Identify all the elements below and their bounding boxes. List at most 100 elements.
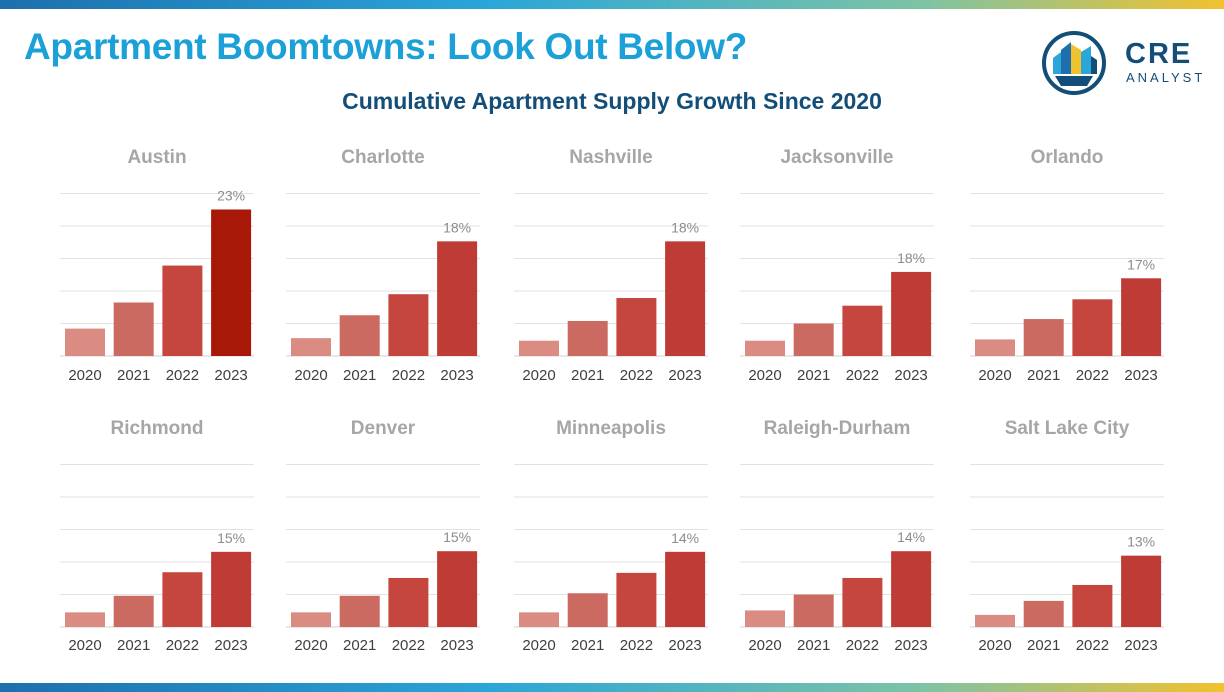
data-label: 18% (443, 219, 471, 235)
page-title: Apartment Boomtowns: Look Out Below? (24, 26, 748, 67)
data-label: 23% (217, 187, 245, 203)
chart-title: Salt Lake City (1005, 418, 1130, 439)
bar (113, 595, 154, 627)
bar (65, 612, 105, 627)
bar (437, 241, 478, 356)
bar (113, 302, 154, 356)
bar (1121, 278, 1162, 356)
logo-text-analyst: ANALYST (1126, 70, 1206, 85)
bar (162, 265, 203, 356)
bar (567, 320, 608, 356)
chart-subtitle: Cumulative Apartment Supply Growth Since… (342, 88, 882, 114)
x-tick-label: 2023 (214, 637, 247, 654)
x-tick-label: 2020 (294, 637, 327, 654)
x-tick-label: 2023 (668, 637, 701, 654)
x-tick-label: 2020 (748, 637, 781, 654)
x-tick-label: 2022 (166, 367, 199, 384)
bar (1023, 600, 1064, 627)
bar (388, 577, 429, 627)
x-tick-label: 2020 (522, 637, 555, 654)
x-tick-label: 2020 (748, 367, 781, 384)
x-tick-label: 2023 (668, 367, 701, 384)
x-tick-label: 2022 (1076, 367, 1109, 384)
bar (211, 551, 252, 627)
bar (291, 612, 331, 627)
x-tick-label: 2021 (117, 367, 150, 384)
x-tick-label: 2022 (1076, 637, 1109, 654)
bar (388, 294, 429, 356)
x-tick-label: 2021 (571, 637, 604, 654)
data-label: 15% (217, 530, 245, 546)
x-tick-label: 2022 (846, 367, 879, 384)
x-tick-label: 2021 (1027, 367, 1060, 384)
x-tick-label: 2023 (1124, 637, 1157, 654)
data-label: 18% (897, 250, 925, 266)
x-tick-label: 2021 (797, 367, 830, 384)
x-tick-label: 2022 (166, 637, 199, 654)
bar (616, 298, 657, 356)
chart-title: Orlando (1031, 147, 1104, 168)
bar (291, 338, 331, 356)
chart-title: Raleigh-Durham (764, 418, 911, 439)
data-label: 18% (671, 219, 699, 235)
x-tick-label: 2021 (117, 637, 150, 654)
chart-title: Richmond (111, 418, 204, 439)
bar (519, 340, 559, 356)
x-tick-label: 2023 (894, 637, 927, 654)
bar (437, 551, 478, 627)
bottom-accent-stripe (0, 683, 1224, 692)
x-tick-label: 2020 (978, 637, 1011, 654)
x-tick-label: 2020 (978, 367, 1011, 384)
bar (975, 339, 1015, 356)
x-tick-label: 2020 (522, 367, 555, 384)
bar (745, 610, 785, 627)
data-label: 15% (443, 529, 471, 545)
bar (975, 614, 1015, 627)
cre-analyst-logo: CRE ANALYST (1041, 30, 1211, 96)
bar (842, 577, 883, 627)
bar (793, 594, 834, 627)
data-label: 13% (1127, 534, 1155, 550)
chart-title: Charlotte (341, 147, 424, 168)
bar (1023, 319, 1064, 356)
x-tick-label: 2023 (894, 367, 927, 384)
x-tick-label: 2020 (294, 367, 327, 384)
x-tick-label: 2021 (343, 367, 376, 384)
x-tick-label: 2021 (797, 637, 830, 654)
bar (162, 572, 203, 627)
chart-title: Nashville (569, 147, 652, 168)
x-tick-label: 2022 (620, 637, 653, 654)
chart-title: Minneapolis (556, 418, 666, 439)
data-label: 14% (897, 529, 925, 545)
x-tick-label: 2021 (343, 637, 376, 654)
bar (745, 340, 785, 356)
chart-title: Denver (351, 418, 416, 439)
x-tick-label: 2023 (1124, 367, 1157, 384)
x-tick-label: 2020 (68, 637, 101, 654)
bar (1072, 299, 1113, 356)
bar (339, 315, 380, 356)
bar (891, 551, 932, 627)
bar (616, 572, 657, 627)
x-tick-label: 2022 (846, 637, 879, 654)
x-tick-label: 2023 (214, 367, 247, 384)
x-tick-label: 2020 (68, 367, 101, 384)
x-tick-label: 2023 (440, 367, 473, 384)
x-tick-label: 2021 (571, 367, 604, 384)
bar (793, 323, 834, 356)
bar (891, 271, 932, 356)
x-tick-label: 2022 (392, 367, 425, 384)
x-tick-label: 2021 (1027, 637, 1060, 654)
top-accent-stripe (0, 0, 1224, 9)
bar (665, 241, 706, 356)
logo-text-cre: CRE (1125, 38, 1193, 70)
x-tick-label: 2023 (440, 637, 473, 654)
chart-title: Jacksonville (780, 147, 893, 168)
bar (339, 595, 380, 627)
bar (65, 328, 105, 356)
bar (1072, 584, 1113, 627)
logo-emblem-icon (1042, 31, 1106, 95)
bar (842, 305, 883, 356)
bar (567, 593, 608, 627)
